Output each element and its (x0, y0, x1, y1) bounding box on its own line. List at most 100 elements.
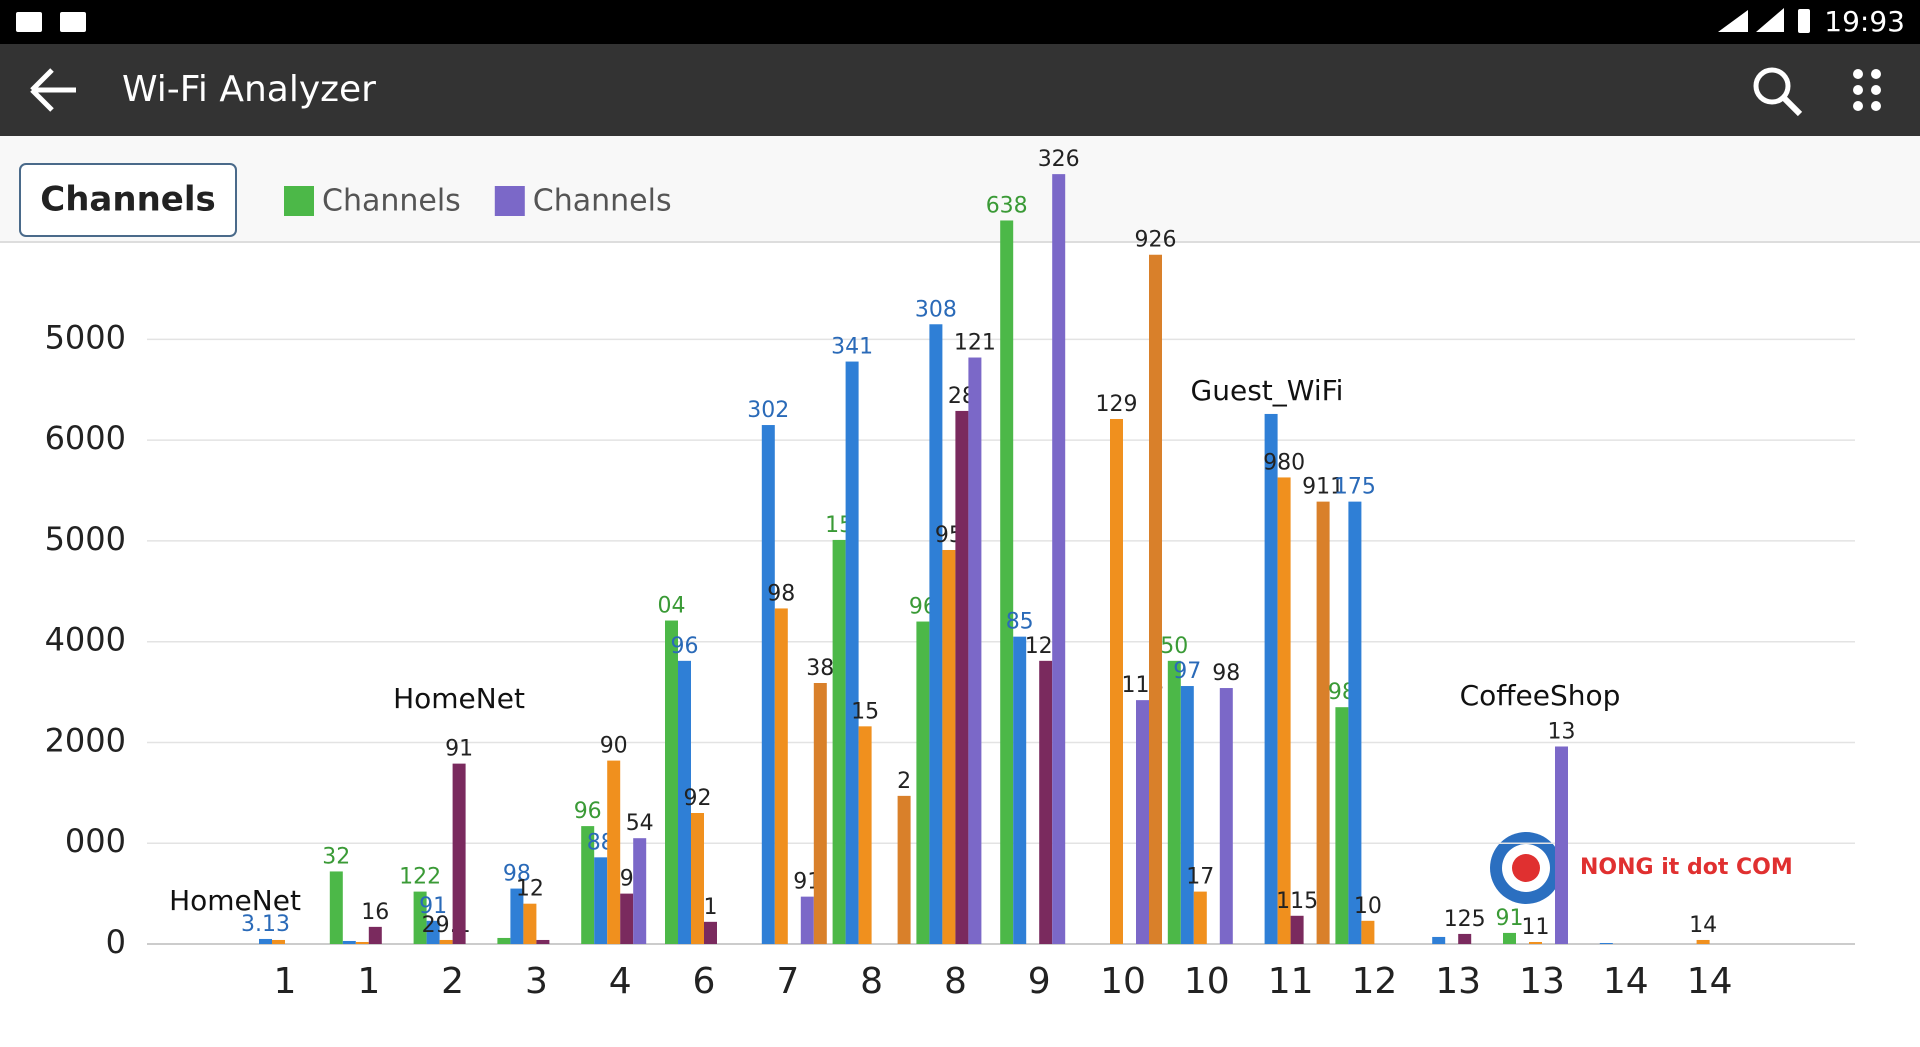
bar (1013, 636, 1027, 944)
bar (329, 871, 343, 944)
bar (1180, 686, 1194, 944)
bar (832, 539, 846, 944)
bar (439, 939, 453, 944)
bar-label: 911 (1302, 475, 1344, 500)
bar-label: 10 (1354, 894, 1382, 919)
bar (897, 795, 911, 944)
bar-label: 926 (1135, 228, 1177, 253)
status-time: 19:93 (1824, 5, 1905, 38)
bar (813, 683, 827, 944)
x-tick-label: 11 (1268, 961, 1314, 1002)
x-tick-label: 14 (1603, 961, 1649, 1002)
bar (845, 361, 859, 944)
bar (1052, 174, 1066, 945)
bar (536, 939, 550, 944)
bar-label: 175 (1334, 475, 1376, 500)
annotation: HomeNet (393, 682, 525, 715)
bar-label: 9 (620, 867, 634, 892)
y-tick-label: 4000 (45, 621, 126, 659)
bar-label: 12 (516, 877, 544, 902)
bar (916, 621, 930, 944)
y-tick-label: 5000 (45, 318, 126, 356)
status-bar (0, 0, 1920, 44)
x-tick-label: 13 (1519, 961, 1565, 1002)
bar (800, 896, 814, 944)
bar (1503, 932, 1516, 944)
bar (1696, 939, 1710, 944)
bar (620, 893, 634, 944)
bar-label: 98 (503, 862, 531, 887)
bar (929, 324, 943, 944)
bar (581, 826, 595, 944)
bar (342, 940, 356, 944)
bar (497, 937, 511, 944)
bar-label: 13 (1548, 719, 1576, 744)
bar-label: 38 (806, 656, 834, 681)
legend-label: Channels (533, 184, 672, 219)
bar (1599, 942, 1613, 944)
search-button[interactable] (1753, 67, 1803, 117)
bar-label: 91 (1496, 906, 1524, 931)
bar (704, 921, 717, 944)
bar-label: 1 (704, 895, 718, 920)
watermark: NONG it dot COM (1490, 832, 1793, 904)
x-tick-label: 7 (776, 961, 799, 1002)
menu-button[interactable] (1853, 69, 1881, 111)
bar (1039, 660, 1053, 944)
bar (1277, 477, 1291, 944)
x-tick-label: 14 (1687, 961, 1733, 1002)
bar (1335, 707, 1349, 944)
bar (678, 660, 691, 944)
bar (272, 939, 285, 944)
channels-tab[interactable] (19, 163, 237, 237)
y-tick-label: 000 (65, 822, 126, 860)
bar (413, 891, 427, 944)
legend-bar (0, 136, 1920, 242)
bar-label: 97 (1173, 659, 1201, 684)
annotation: HomeNet (169, 884, 301, 917)
x-tick-label: 10 (1184, 961, 1230, 1002)
legend-label: Channels (322, 184, 461, 219)
toolbar (0, 44, 1920, 136)
bar (1136, 700, 1149, 944)
x-tick-label: 1 (357, 961, 380, 1002)
bar-label: 32 (322, 844, 350, 869)
channels-tab-label: Channels (40, 180, 215, 220)
legend-swatch (494, 186, 525, 216)
bar-label: 326 (1038, 147, 1080, 172)
notification-icon (60, 12, 86, 32)
x-tick-label: 2 (441, 961, 464, 1002)
x-tick-label: 12 (1351, 961, 1397, 1002)
bar-label: 85 (1006, 610, 1034, 635)
bar (968, 357, 982, 944)
bar-label: 92 (684, 786, 712, 811)
bar (1264, 413, 1278, 944)
legend-swatch (284, 186, 314, 216)
bar-label: 341 (831, 335, 873, 360)
y-tick-label: 2000 (45, 721, 126, 759)
bar (1149, 254, 1162, 944)
bar (510, 888, 524, 944)
bar (774, 608, 788, 944)
bar (633, 838, 647, 944)
bar-label: 98 (1212, 661, 1240, 686)
bar-label: 54 (626, 811, 654, 836)
y-tick-label: 5000 (45, 520, 126, 558)
bar-label: 50 (1160, 634, 1188, 659)
x-tick-label: 13 (1435, 961, 1481, 1002)
back-button[interactable] (30, 68, 76, 112)
x-tick-label: 9 (1028, 961, 1051, 1002)
bar-label: 121 (954, 331, 996, 356)
bar (1432, 936, 1446, 944)
bar-label: 96 (671, 634, 699, 659)
bar (1458, 933, 1472, 944)
bar-label: 16 (361, 900, 389, 925)
bar-label: 91 (445, 737, 473, 762)
x-tick-label: 10 (1100, 961, 1146, 1002)
bar-label: 122 (399, 865, 441, 890)
bar (1000, 220, 1014, 944)
bar-label: 15 (851, 699, 879, 724)
bar-label: 115 (1276, 889, 1318, 914)
